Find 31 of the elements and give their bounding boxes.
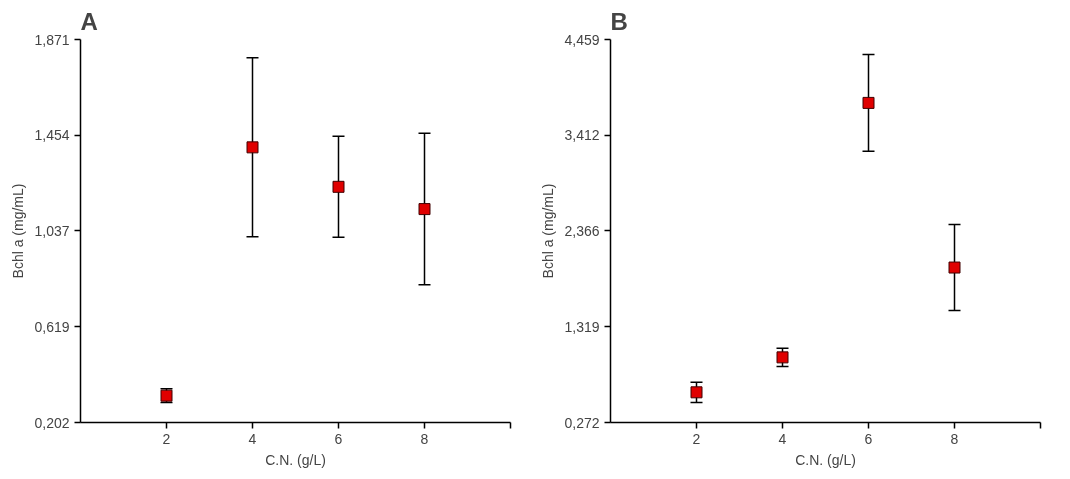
x-axis-title: C.N. (g/L)	[795, 451, 856, 468]
point	[418, 203, 431, 216]
y-axis-title: Bchl a (mg/mL)	[540, 183, 557, 279]
x-tick-label: 2	[692, 430, 701, 447]
point	[690, 386, 703, 399]
y-tick-label: 0,272	[564, 414, 600, 431]
chart-title: A	[80, 7, 98, 35]
point	[776, 351, 789, 364]
x-tick-label: 8	[420, 430, 429, 447]
y-tick-label: 2,366	[564, 222, 600, 239]
x-tick-label: 4	[248, 430, 257, 447]
y-tick-label: 1,871	[34, 31, 70, 48]
y-tick-label: 1,037	[34, 222, 70, 239]
y-tick-label: 4,459	[564, 31, 600, 48]
point	[332, 180, 345, 193]
chart-title: B	[610, 7, 628, 35]
y-tick-label: 0,619	[34, 318, 70, 335]
y-tick-label: 0,202	[34, 414, 70, 431]
y-tick-label: 1,454	[34, 127, 70, 144]
point	[948, 261, 961, 274]
x-tick-label: 8	[950, 430, 959, 447]
x-tick-label: 6	[334, 430, 343, 447]
y-tick-label: 1,319	[564, 318, 600, 335]
y-axis-title: Bchl a (mg/mL)	[10, 183, 27, 279]
x-tick-label: 4	[778, 430, 787, 447]
point	[862, 96, 875, 109]
x-tick-label: 6	[864, 430, 873, 447]
point	[246, 141, 259, 154]
x-tick-label: 2	[162, 430, 171, 447]
x-axis-title: C.N. (g/L)	[265, 451, 326, 468]
y-tick-label: 3,412	[564, 127, 600, 144]
